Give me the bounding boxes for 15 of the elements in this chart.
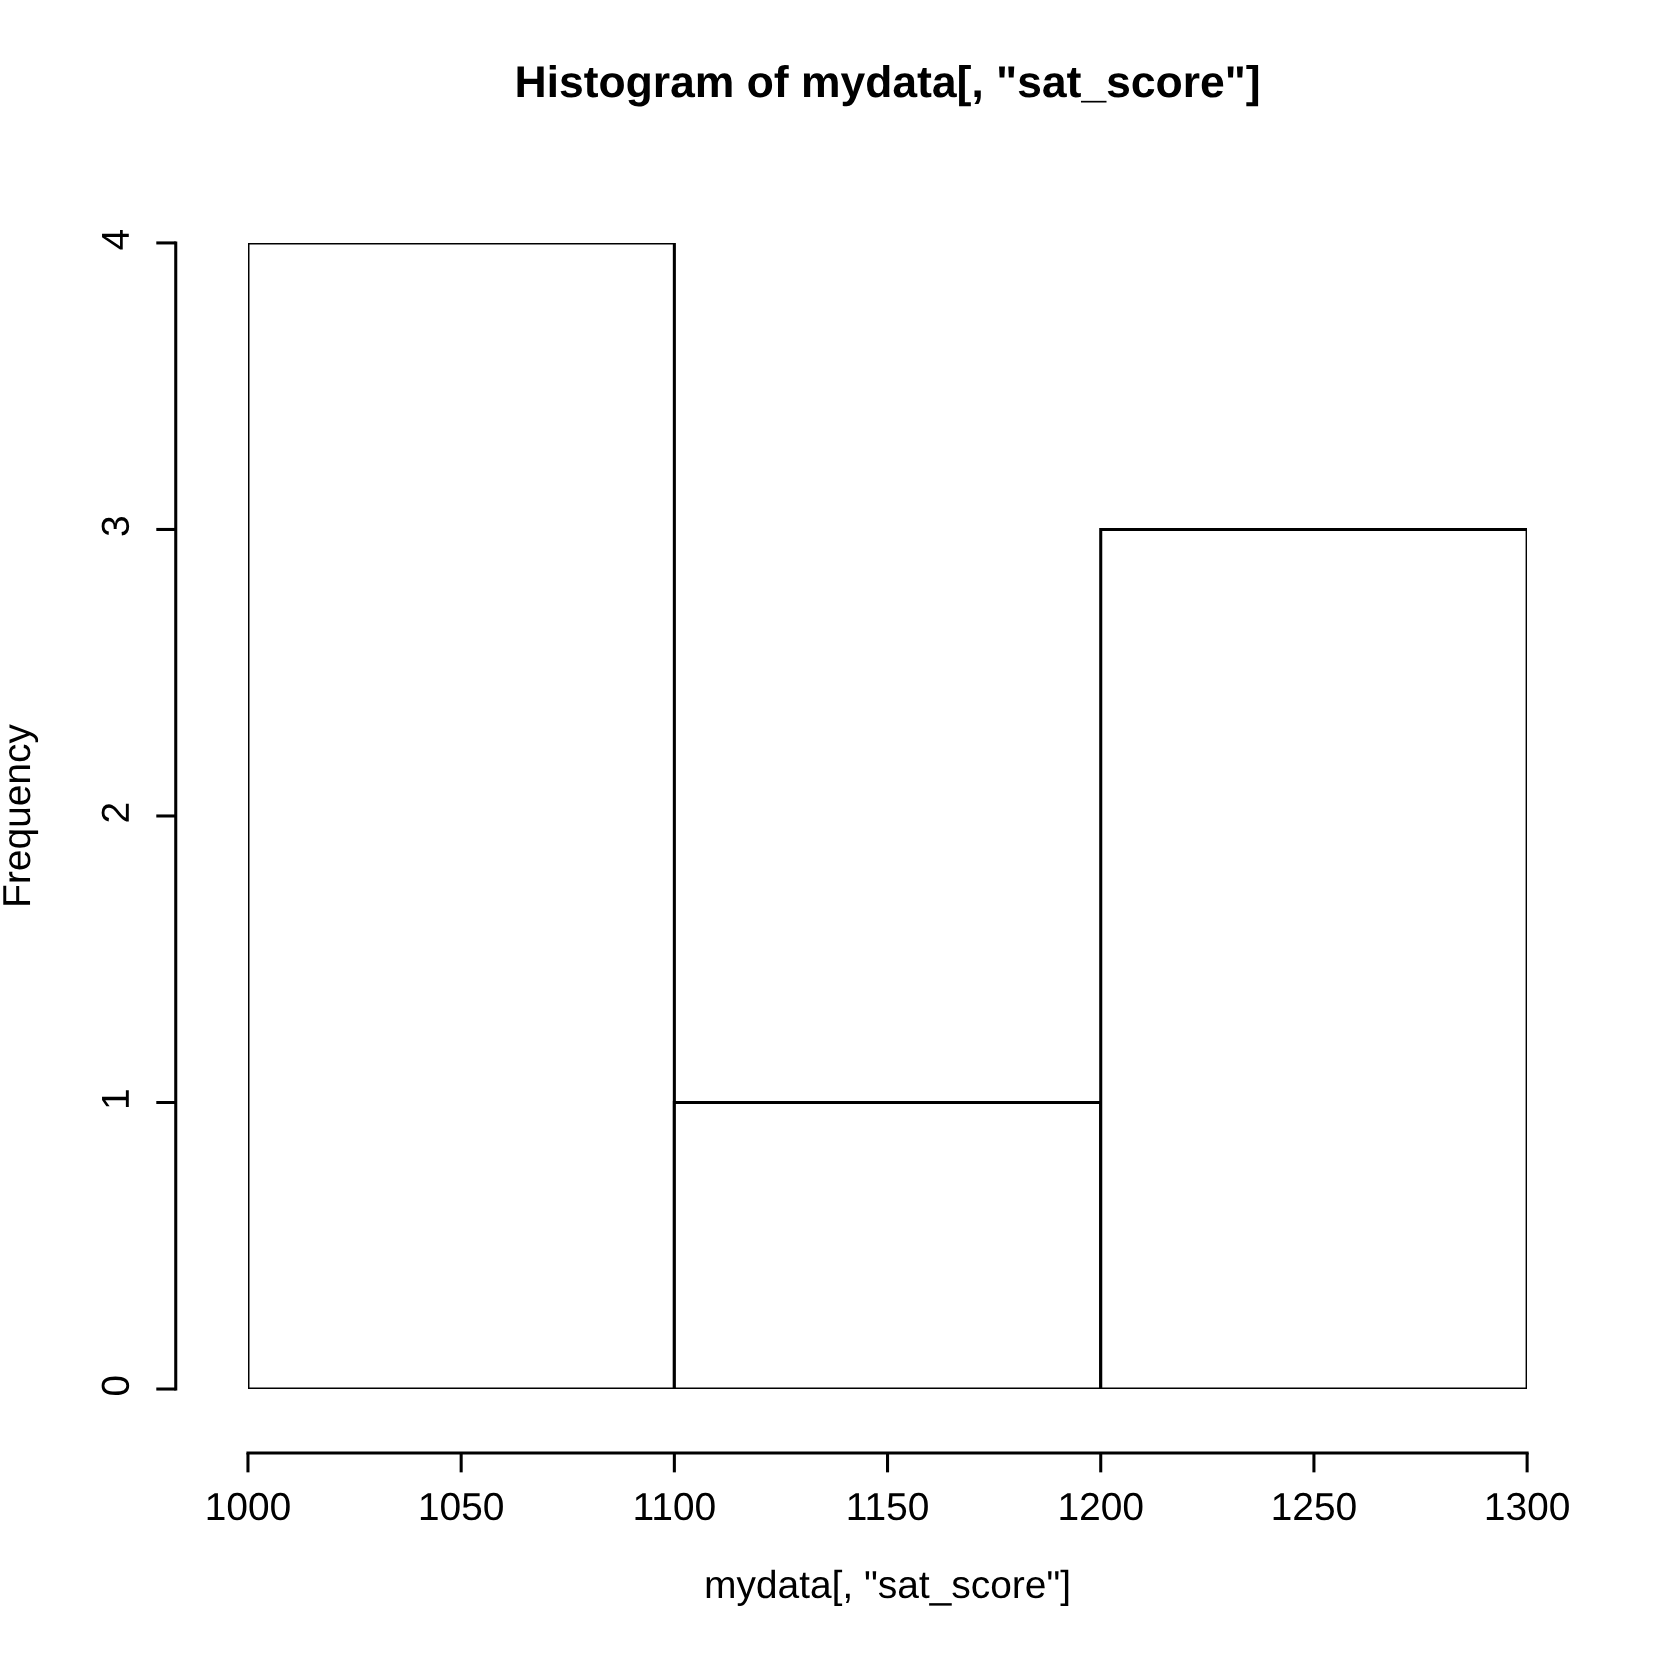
x-tick-label: 1200 bbox=[1060, 1492, 1143, 1521]
y-axis-title: Frequency bbox=[3, 724, 39, 905]
x-tick-label: 1050 bbox=[420, 1492, 503, 1521]
x-tick-label: 1150 bbox=[848, 1492, 928, 1521]
y-tick-label: 4 bbox=[102, 229, 129, 250]
x-axis-title: mydata[, "sat_score"] bbox=[706, 1569, 1069, 1606]
y-tick-label: 1 bbox=[102, 1090, 129, 1108]
y-tick-label: 2 bbox=[101, 803, 129, 822]
x-tick-label: 1250 bbox=[1273, 1492, 1356, 1521]
chart-title: Histogram of mydata[, "sat_score"] bbox=[517, 64, 1259, 107]
x-tick-label: 1300 bbox=[1486, 1492, 1569, 1521]
y-tick-label: 0 bbox=[101, 1376, 130, 1396]
x-tick-label: 1100 bbox=[635, 1492, 715, 1521]
x-tick-label: 1000 bbox=[207, 1492, 290, 1521]
y-tick-label: 3 bbox=[101, 517, 130, 536]
